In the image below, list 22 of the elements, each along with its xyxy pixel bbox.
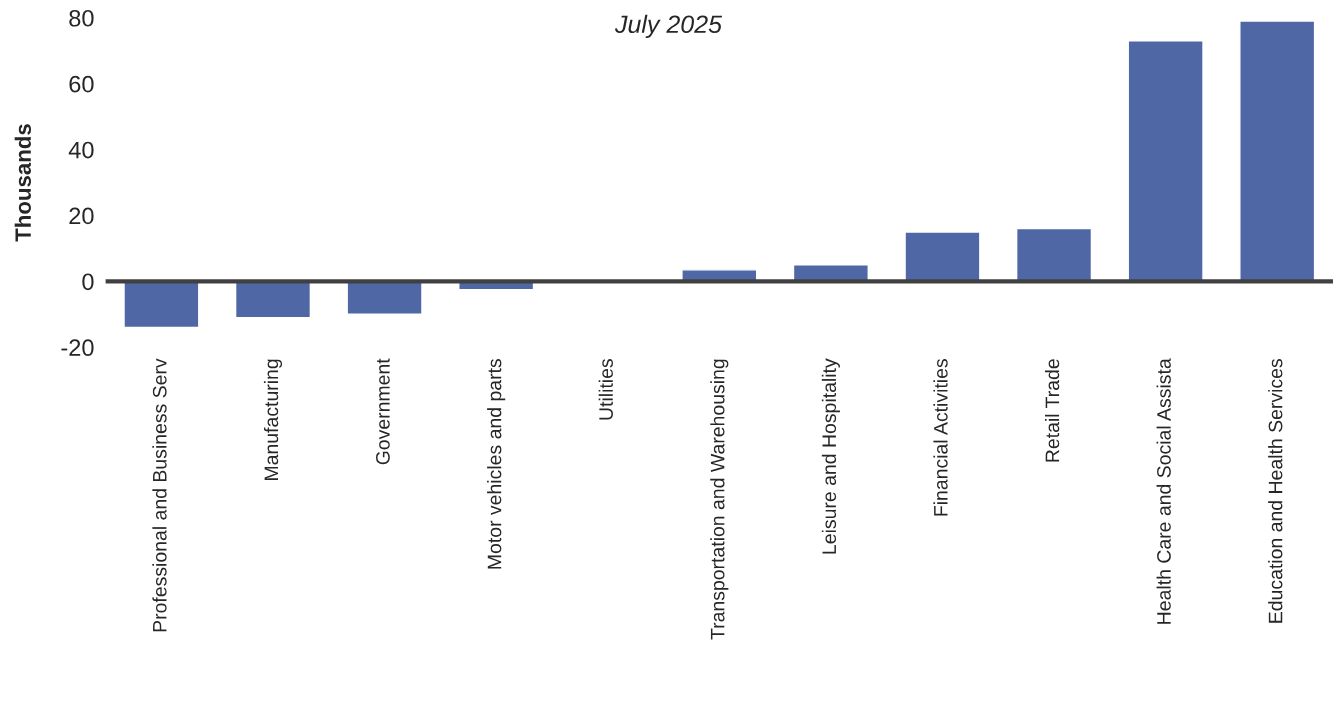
x-tick-label: Transportation and Warehousing: [710, 359, 729, 640]
y-tick-label: 60: [69, 75, 94, 93]
x-tick-label: Leisure and Hospitality: [821, 358, 840, 554]
bar: [123, 280, 200, 329]
x-tick-label: Utilities: [598, 359, 613, 420]
x-tick-label: Professional and Business Serv: [152, 358, 167, 632]
x-tick-label: Health Care and Social Assista: [1156, 358, 1171, 624]
y-tick-label: 0: [82, 273, 94, 291]
chart-subtitle: July 2025: [614, 14, 723, 39]
y-tick-label: -20: [61, 339, 94, 357]
y-tick-label: 80: [69, 9, 94, 27]
x-tick-label: Education and Health Services: [1268, 359, 1283, 623]
y-tick-label: 20: [69, 207, 94, 225]
bar: [234, 280, 312, 319]
y-tick-label: 40: [68, 141, 94, 159]
x-tick-label: Retail Trade: [1044, 359, 1060, 462]
x-tick-label: Government: [376, 358, 390, 465]
x-tick-label: Manufacturing: [263, 359, 283, 480]
x-tick-label: Motor vehicles and parts: [487, 359, 506, 569]
bar: [346, 280, 423, 315]
y-axis-title: Thousands: [14, 124, 31, 242]
x-tick-label: Financial Activities: [933, 359, 948, 516]
